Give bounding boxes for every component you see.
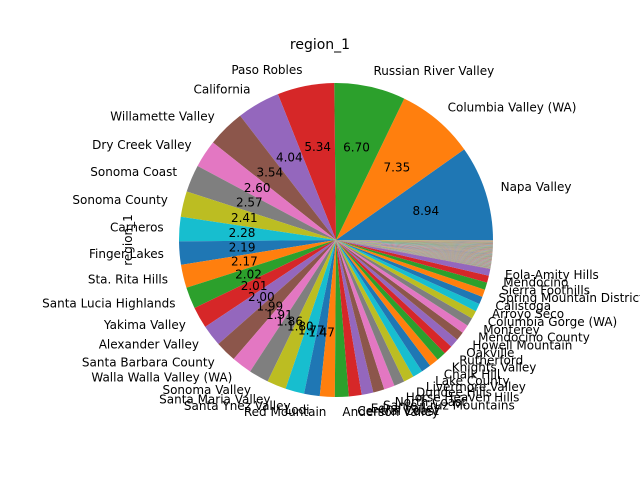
slice-label: Santa Lucia Highlands <box>42 296 175 310</box>
slice-label: Alexander Valley <box>99 338 199 352</box>
slice-label: Sta. Rita Hills <box>88 273 168 287</box>
slice-percent-label: 1.47 <box>308 326 335 340</box>
slice-percent-label: 8.94 <box>412 204 439 218</box>
slice-percent-label: 2.57 <box>236 196 263 210</box>
slice-percent-label: 2.28 <box>229 226 256 240</box>
slice-percent-label: 2.19 <box>229 240 256 254</box>
slice-label: Dry Creek Valley <box>92 138 191 152</box>
slice-percent-label: 6.70 <box>343 141 370 155</box>
slice-label: Paso Robles <box>231 63 302 77</box>
slice-label: Sonoma County <box>72 193 168 207</box>
pie-slices <box>179 83 493 397</box>
slice-label: Sonoma Coast <box>90 165 177 179</box>
chart-title: region_1 <box>290 37 350 53</box>
slice-label: Columbia Valley (WA) <box>448 101 577 115</box>
slice-label: Yakima Valley <box>103 318 186 332</box>
slice-percent-label: 4.04 <box>276 151 303 165</box>
slice-label: Finger Lakes <box>89 247 164 261</box>
slice-label: Napa Valley <box>501 180 572 194</box>
slice-label: California <box>194 83 251 97</box>
slice-label: Carneros <box>110 220 164 234</box>
slice-percent-label: 2.41 <box>231 211 258 225</box>
slice-percent-label: 3.54 <box>256 166 283 180</box>
slice-percent-label: 7.35 <box>384 161 411 175</box>
slice-label: Red Mountain <box>244 405 327 419</box>
slice-label: Willamette Valley <box>110 110 214 124</box>
slice-label: Eola-Amity Hills <box>505 268 599 282</box>
slice-percent-label: 2.60 <box>244 181 271 195</box>
slice-label: Santa Barbara County <box>82 355 215 369</box>
slice-percent-label: 5.34 <box>304 140 331 154</box>
slice-label: Russian River Valley <box>374 64 495 78</box>
slice-percent-label: 2.17 <box>231 254 258 268</box>
